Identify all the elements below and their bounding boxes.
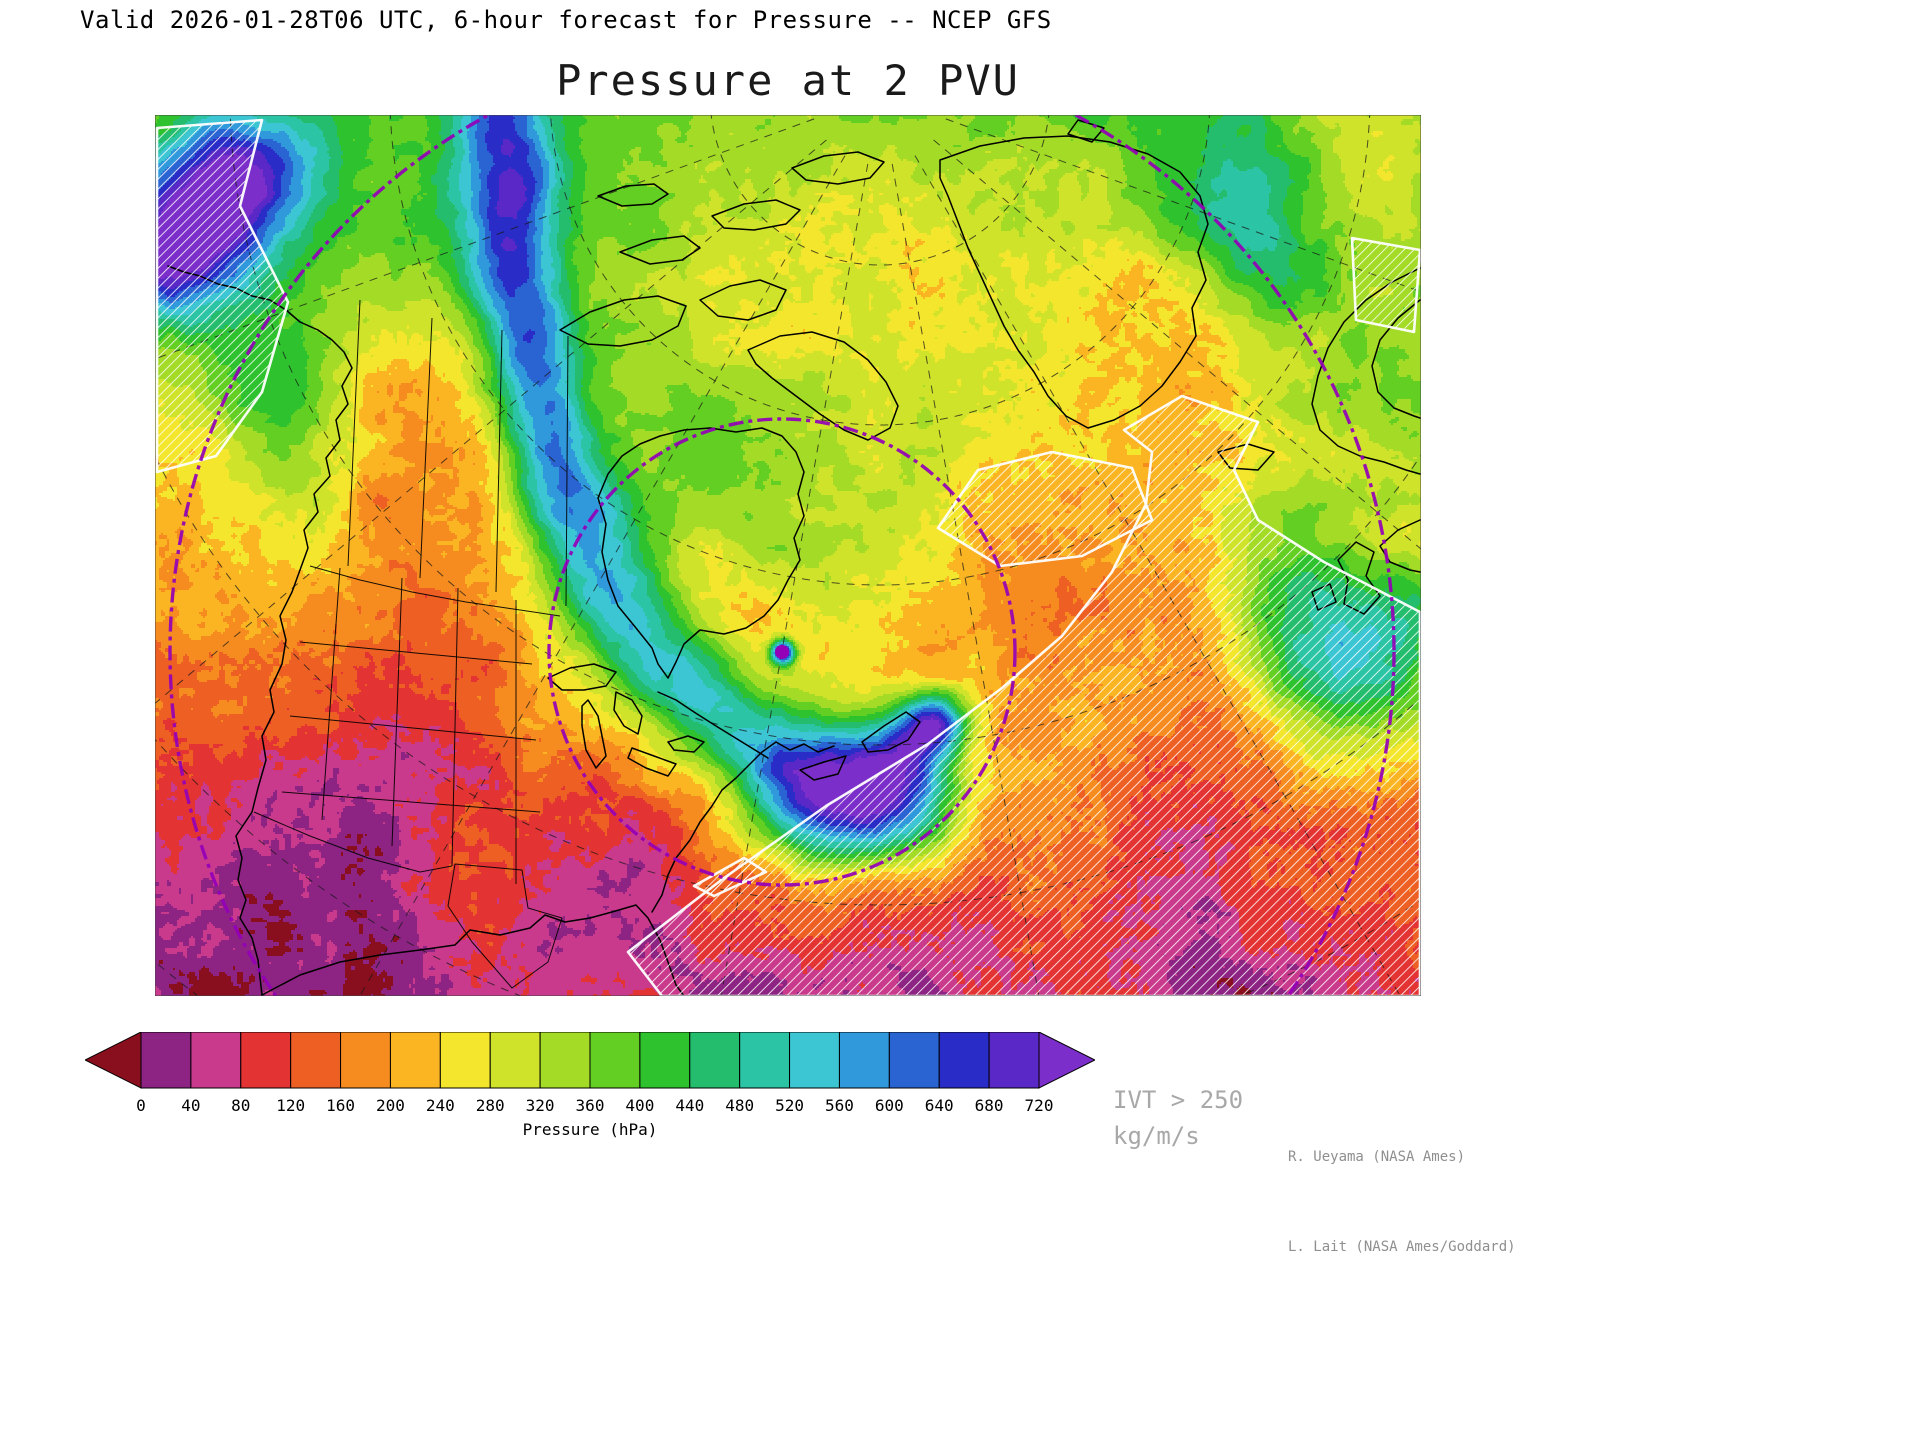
range-ring-inner	[547, 417, 1017, 887]
state-borders	[253, 299, 569, 989]
colorbar-segment	[489, 1031, 541, 1089]
colorbar-tick: 120	[276, 1096, 305, 1115]
colorbar-tick: 440	[675, 1096, 704, 1115]
colorbar-tick: 40	[181, 1096, 200, 1115]
colorbar-segment	[589, 1031, 641, 1089]
colorbar-tick: 640	[925, 1096, 954, 1115]
colorbar-segment	[240, 1031, 292, 1089]
colorbar-tick: 0	[136, 1096, 146, 1115]
colorbar-svg: 0 40 80 120 160 200 240 280 320 360 400 440 480 520 56…	[83, 1031, 1097, 1139]
colorbar: 0 40 80 120 160 200 240 280 320 360 400 440 480 520 56…	[83, 1031, 1097, 1148]
colorbar-tick: 480	[725, 1096, 754, 1115]
base-point-marker	[775, 645, 789, 659]
credit-line2: L. Lait (NASA Ames/Goddard)	[1288, 1239, 1516, 1255]
colorbar-tick: 240	[426, 1096, 455, 1115]
map-overlay	[155, 115, 1421, 996]
colorbar-axis-label: Pressure (hPa)	[523, 1120, 658, 1139]
colorbar-right-arrow	[1038, 1031, 1097, 1089]
credit-line1: R. Ueyama (NASA Ames)	[1288, 1149, 1466, 1165]
range-ring-outer	[168, 115, 1396, 996]
colorbar-tick: 520	[775, 1096, 804, 1115]
colorbar-tick: 160	[326, 1096, 355, 1115]
colorbar-segment	[639, 1031, 691, 1089]
colorbar-segment	[739, 1031, 791, 1089]
colorbar-segment	[140, 1031, 192, 1089]
pressure-map	[155, 115, 1421, 996]
colorbar-tick: 280	[476, 1096, 505, 1115]
colorbar-segment	[190, 1031, 242, 1089]
colorbar-tick: 680	[975, 1096, 1004, 1115]
colorbar-left-arrow	[83, 1031, 142, 1089]
colorbar-tick: 360	[576, 1096, 605, 1115]
colorbar-tick: 200	[376, 1096, 405, 1115]
colorbar-segment	[290, 1031, 342, 1089]
colorbar-segment	[988, 1031, 1040, 1089]
ivt-threshold-label: IVT > 250 kg/m/s	[1113, 1082, 1243, 1154]
colorbar-tick: 400	[625, 1096, 654, 1115]
colorbar-tick: 80	[231, 1096, 250, 1115]
colorbar-tick: 320	[526, 1096, 555, 1115]
credits: R. Ueyama (NASA Ames) L. Lait (NASA Ames…	[1288, 1082, 1516, 1292]
colorbar-tick: 720	[1025, 1096, 1054, 1115]
ivt-hatch-regions	[155, 118, 1421, 996]
range-rings	[168, 115, 1396, 996]
colorbar-segment	[340, 1031, 391, 1089]
colorbar-segment	[389, 1031, 441, 1089]
colorbar-segment	[888, 1031, 940, 1089]
colorbar-segment	[439, 1031, 491, 1089]
forecast-valid-line: Valid 2026-01-28T06 UTC, 6-hour forecast…	[80, 6, 1052, 34]
ivt-line2: kg/m/s	[1113, 1122, 1200, 1150]
colorbar-segment	[838, 1031, 890, 1089]
ivt-line1: IVT > 250	[1113, 1086, 1244, 1114]
colorbar-tick: 560	[825, 1096, 854, 1115]
colorbar-segment	[938, 1031, 990, 1089]
colorbar-segment	[689, 1031, 741, 1089]
page-title: Pressure at 2 PVU	[556, 56, 1020, 105]
colorbar-tick: 600	[875, 1096, 904, 1115]
colorbar-segment	[539, 1031, 591, 1089]
colorbar-segment	[789, 1031, 840, 1089]
